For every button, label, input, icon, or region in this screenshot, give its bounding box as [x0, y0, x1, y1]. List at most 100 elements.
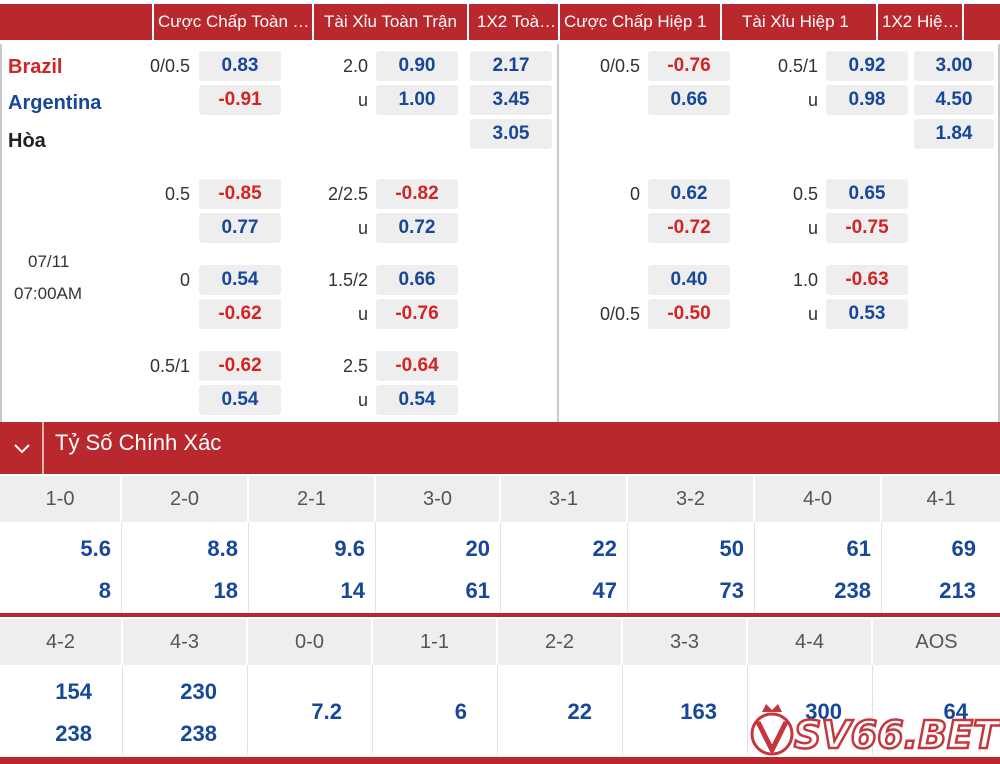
ft-ou-odds[interactable]: 1.00 — [376, 85, 458, 115]
score-cell[interactable]: 6 — [373, 665, 498, 755]
ft-ou-odds[interactable]: 0.66 — [376, 265, 458, 295]
score-odds[interactable]: 22 — [592, 536, 617, 561]
score-odds[interactable]: 230 — [180, 679, 217, 704]
score-cell[interactable]: 69 213 — [882, 522, 1000, 612]
score-odds[interactable]: 238 — [834, 578, 871, 603]
header-ft-over-under[interactable]: Tài Xỉu Toàn Trận — [314, 4, 467, 40]
score-odds[interactable]: 22 — [567, 699, 592, 724]
ft-hcap-odds[interactable]: 0.54 — [199, 385, 281, 415]
score-odds[interactable]: 50 — [719, 536, 744, 561]
score-cell[interactable]: 163 — [623, 665, 748, 755]
h1-ou-odds[interactable]: 0.98 — [826, 85, 908, 115]
h1-hcap-odds[interactable]: 0.40 — [648, 265, 730, 295]
score-odds[interactable]: 8 — [98, 578, 111, 603]
score-header: 4-1 — [882, 476, 1000, 522]
h1-hcap-odds[interactable]: -0.76 — [648, 51, 730, 81]
h1-ou-line: 0.5/1 — [777, 56, 818, 76]
h1-hcap-odds[interactable]: -0.50 — [648, 299, 730, 329]
ft-ou-odds[interactable]: -0.64 — [376, 351, 458, 381]
h1-ou-odds[interactable]: -0.63 — [826, 265, 908, 295]
score-odds[interactable]: 18 — [213, 578, 238, 603]
ft-ou-odds[interactable]: -0.82 — [376, 179, 458, 209]
ft-hcap-line: 0.5 — [164, 184, 190, 204]
header-h1-handicap[interactable]: Cược Chấp Hiệp 1 — [560, 4, 720, 40]
ft-ou-line: 2/2.5 — [327, 184, 368, 204]
score-header: 4-2 — [0, 619, 123, 665]
ft-hcap-line: 0/0.5 — [149, 56, 190, 76]
score-odds[interactable]: 5.6 — [80, 536, 111, 561]
score-odds[interactable]: 9.6 — [334, 536, 365, 561]
ft-ou-odds[interactable]: 0.54 — [376, 385, 458, 415]
score-cell[interactable]: 22 — [498, 665, 623, 755]
score-cell[interactable]: 300 — [748, 665, 873, 755]
score-odds[interactable]: 73 — [719, 578, 744, 603]
score-cell[interactable]: 9.6 14 — [249, 522, 376, 612]
collapse-toggle[interactable] — [0, 422, 44, 474]
h1-hcap-odds[interactable]: -0.72 — [648, 213, 730, 243]
score-odds[interactable]: 163 — [680, 699, 717, 724]
score-cell[interactable]: 64 — [873, 665, 1000, 755]
score-odds[interactable]: 213 — [939, 578, 976, 603]
score-odds[interactable]: 8.8 — [207, 536, 238, 561]
ft-hcap-odds[interactable]: -0.62 — [199, 299, 281, 329]
score-odds[interactable]: 64 — [943, 699, 968, 724]
ft-hcap-odds[interactable]: 0.54 — [199, 265, 281, 295]
score-odds[interactable]: 61 — [465, 578, 490, 603]
score-odds[interactable]: 238 — [180, 721, 217, 746]
match-date: 07/11 — [28, 252, 70, 271]
header-h1-over-under[interactable]: Tài Xỉu Hiệp 1 — [722, 4, 876, 40]
ft-hcap-odds[interactable]: -0.62 — [199, 351, 281, 381]
score-cell[interactable]: 8.8 18 — [122, 522, 249, 612]
score-odds[interactable]: 300 — [805, 699, 842, 724]
score-odds[interactable]: 14 — [340, 578, 365, 603]
score-odds[interactable]: 69 — [951, 536, 976, 561]
ft-ou-odds[interactable]: 0.72 — [376, 213, 458, 243]
score-odds[interactable]: 154 — [55, 679, 92, 704]
score-header: 3-1 — [501, 476, 628, 522]
ft-ou-odds[interactable]: -0.76 — [376, 299, 458, 329]
score-cell[interactable]: 7.2 — [248, 665, 373, 755]
ft-1x2-draw-odds[interactable]: 3.05 — [470, 119, 552, 149]
score-odds[interactable]: 238 — [55, 721, 92, 746]
score-cell[interactable]: 230 238 — [123, 665, 248, 755]
row-divider — [0, 613, 1000, 617]
h1-ou-odds[interactable]: 0.92 — [826, 51, 908, 81]
h1-hcap-odds[interactable]: 0.62 — [648, 179, 730, 209]
score-header: 2-2 — [498, 619, 623, 665]
score-cell[interactable]: 22 47 — [501, 522, 628, 612]
exact-score-title: Tỷ Số Chính Xác — [55, 430, 222, 455]
ft-ou-odds[interactable]: 0.90 — [376, 51, 458, 81]
ft-1x2-away-odds[interactable]: 3.45 — [470, 85, 552, 115]
score-cell[interactable]: 50 73 — [628, 522, 755, 612]
ft-1x2-home-odds[interactable]: 2.17 — [470, 51, 552, 81]
h1-hcap-line: 0/0.5 — [599, 304, 640, 324]
h1-hcap-line: 0/0.5 — [599, 56, 640, 76]
team-away: Argentina — [8, 92, 102, 114]
ft-hcap-odds[interactable]: -0.85 — [199, 179, 281, 209]
header-ft-1x2[interactable]: 1X2 Toàn Trận — [469, 4, 558, 40]
score-odds[interactable]: 7.2 — [311, 699, 342, 724]
score-odds[interactable]: 20 — [465, 536, 490, 561]
header-ft-handicap[interactable]: Cược Chấp Toàn Trận — [154, 4, 312, 40]
ft-hcap-odds[interactable]: -0.91 — [199, 85, 281, 115]
header-h1-1x2[interactable]: 1X2 Hiệp 1 — [878, 4, 962, 40]
score-odds[interactable]: 47 — [592, 578, 617, 603]
h1-ou-odds[interactable]: -0.75 — [826, 213, 908, 243]
score-cell[interactable]: 20 61 — [376, 522, 501, 612]
score-header: 2-0 — [122, 476, 249, 522]
score-cell[interactable]: 154 238 — [0, 665, 123, 755]
ft-hcap-odds[interactable]: 0.77 — [199, 213, 281, 243]
ft-hcap-odds[interactable]: 0.83 — [199, 51, 281, 81]
ft-hcap-line: 0.5/1 — [149, 356, 190, 376]
h1-ou-odds[interactable]: 0.53 — [826, 299, 908, 329]
h1-1x2-draw-odds[interactable]: 1.84 — [914, 119, 994, 149]
h1-1x2-away-odds[interactable]: 4.50 — [914, 85, 994, 115]
score-cell[interactable]: 5.6 8 — [0, 522, 122, 612]
score-odds[interactable]: 6 — [454, 699, 467, 724]
h1-1x2-home-odds[interactable]: 3.00 — [914, 51, 994, 81]
score-odds[interactable]: 61 — [846, 536, 871, 561]
h1-ou-odds[interactable]: 0.65 — [826, 179, 908, 209]
exact-score-header[interactable]: Tỷ Số Chính Xác — [0, 422, 1000, 474]
score-cell[interactable]: 61 238 — [755, 522, 882, 612]
h1-hcap-odds[interactable]: 0.66 — [648, 85, 730, 115]
